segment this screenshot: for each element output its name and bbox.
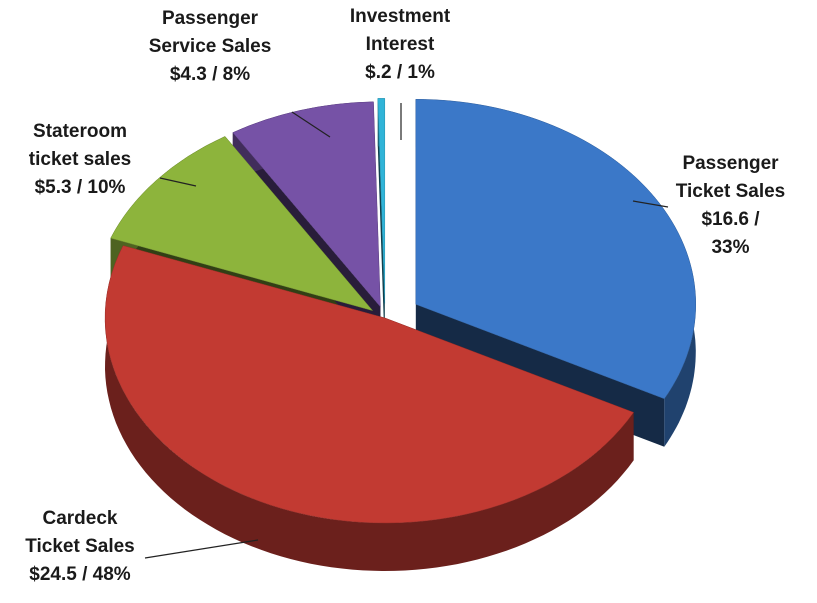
leader-line	[159, 177, 197, 187]
slice-face	[377, 98, 385, 352]
slice-label: Investment Interest $.2 / 1%	[340, 3, 460, 87]
slice-label: Cardeck Ticket Sales $24.5 / 48%	[5, 505, 155, 589]
category-label: Stateroom ticket sales	[28, 121, 132, 170]
slice	[377, 98, 386, 304]
slice	[110, 136, 374, 312]
category-label: Investment Interest	[349, 6, 451, 55]
slice	[232, 101, 381, 308]
category-label: Cardeck Ticket Sales	[25, 508, 135, 557]
slice	[415, 99, 696, 400]
slice-label: Passenger Ticket Sales $16.6 / 33%	[668, 150, 793, 262]
value-label: $5.3 / 10%	[34, 177, 126, 198]
category-label: Passenger Service Sales	[148, 8, 272, 57]
leader-line	[632, 200, 669, 208]
slice-label: Passenger Service Sales $4.3 / 8%	[140, 5, 280, 89]
value-label: $4.3 / 8%	[169, 64, 251, 85]
slice	[104, 245, 634, 524]
slice-label: Stateroom ticket sales $5.3 / 10%	[5, 118, 155, 202]
value-label: $.2 / 1%	[365, 62, 435, 83]
leader-line	[291, 111, 331, 138]
value-label: $16.6 / 33%	[701, 209, 760, 258]
value-label: $24.5 / 48%	[29, 564, 131, 585]
leader-line	[144, 539, 259, 559]
category-label: Passenger Ticket Sales	[675, 153, 786, 202]
